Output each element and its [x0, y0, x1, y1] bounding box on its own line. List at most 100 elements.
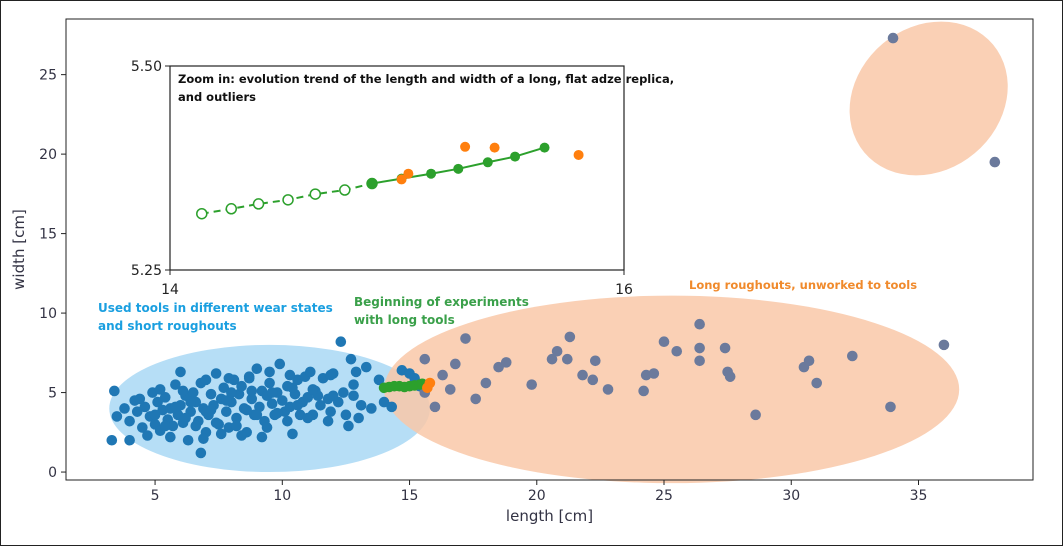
- data-point: [195, 447, 207, 459]
- data-point: [264, 377, 275, 389]
- data-point: [648, 368, 660, 379]
- inset-ticks: 14 16 5.25 5.50: [131, 59, 633, 298]
- data-point: [111, 411, 123, 422]
- data-point: [243, 371, 255, 382]
- data-point: [419, 353, 431, 365]
- data-point: [343, 420, 354, 432]
- data-point: [562, 353, 573, 365]
- data-point: [231, 412, 242, 424]
- data-point: [694, 355, 705, 367]
- data-point: [266, 398, 278, 409]
- data-point: [811, 377, 822, 389]
- data-point: [724, 371, 736, 382]
- data-point: [564, 331, 576, 343]
- inset-data-point: [225, 203, 238, 215]
- data-point: [182, 434, 194, 446]
- data-point: [142, 430, 153, 441]
- data-point: [360, 361, 372, 373]
- data-point: [266, 387, 278, 398]
- data-point: [106, 434, 118, 446]
- data-point: [165, 431, 176, 443]
- data-point: [200, 374, 212, 386]
- inset-data-point: [539, 142, 550, 153]
- data-point: [938, 339, 950, 351]
- data-point: [264, 366, 275, 378]
- data-point: [170, 379, 181, 390]
- data-point: [658, 336, 670, 348]
- data-point: [424, 377, 436, 389]
- annotation-used-tools-line-1: Used tools in different wear states: [98, 301, 333, 315]
- data-point: [159, 420, 171, 432]
- data-point: [355, 399, 367, 411]
- data-point: [223, 372, 235, 384]
- data-point: [231, 420, 242, 432]
- data-point: [638, 385, 649, 397]
- y-tick-label: 10: [39, 306, 57, 322]
- data-point: [256, 431, 268, 443]
- data-point: [170, 401, 181, 413]
- x-tick-label: 30: [782, 488, 800, 504]
- data-point: [302, 392, 314, 403]
- inset-title-line-1: Zoom in: evolution trend of the length a…: [178, 72, 674, 86]
- inset-title-line-2: and outliers: [178, 90, 256, 104]
- data-point: [152, 396, 163, 408]
- inset-data-point: [196, 207, 208, 220]
- data-point: [274, 358, 286, 370]
- data-point: [429, 401, 441, 413]
- data-point: [187, 387, 199, 398]
- data-point: [180, 412, 191, 424]
- data-point: [236, 380, 247, 392]
- data-point: [500, 357, 512, 368]
- main-plot-frame: [65, 18, 1034, 481]
- inset-data-point: [460, 141, 471, 152]
- data-point: [218, 382, 230, 394]
- data-point: [198, 433, 209, 444]
- data-point: [139, 401, 151, 413]
- data-point: [175, 366, 186, 378]
- data-point: [124, 434, 135, 446]
- main-x-ticks: 5 10 15 20 25 30 35: [151, 480, 928, 504]
- data-point: [131, 406, 143, 417]
- data-point: [803, 355, 815, 367]
- annotation-beginning-experiments: Beginning of experiments with long tools: [354, 295, 533, 327]
- data-point: [287, 428, 298, 440]
- data-point: [373, 374, 385, 386]
- data-point: [261, 422, 273, 433]
- data-point: [345, 353, 357, 365]
- inset-data-point: [309, 188, 322, 200]
- inset-data-point: [510, 151, 521, 162]
- data-point: [221, 406, 232, 417]
- data-point: [302, 412, 314, 424]
- data-point: [190, 420, 202, 432]
- data-point: [493, 361, 504, 373]
- data-point: [282, 415, 293, 427]
- data-point: [241, 404, 252, 416]
- outliers-region: [849, 21, 1008, 176]
- data-point: [366, 403, 377, 414]
- data-point: [671, 345, 683, 357]
- x-tick-label: 10: [273, 488, 291, 504]
- data-point: [444, 384, 456, 395]
- y-tick-label: 15: [39, 227, 57, 243]
- data-point: [251, 363, 263, 375]
- data-point: [325, 406, 336, 417]
- data-point: [167, 420, 179, 432]
- data-point: [119, 403, 130, 414]
- inset-data-point: [339, 184, 351, 196]
- main-chart: 5 10 15 20 25 30 35 0 5 10 15 20 25 length [cm] wid…: [10, 18, 1034, 525]
- data-point: [236, 430, 247, 441]
- inset-chart: Zoom in: evolution trend of the length a…: [131, 59, 674, 298]
- data-point: [386, 401, 398, 413]
- data-point: [338, 387, 349, 398]
- x-tick-label: 35: [910, 488, 928, 504]
- y-tick-label: 20: [39, 147, 57, 163]
- inset-x-tick-label: 16: [615, 282, 633, 298]
- data-point: [577, 369, 588, 381]
- data-point: [287, 382, 298, 394]
- data-point: [159, 392, 171, 403]
- data-point: [989, 156, 1001, 168]
- inset-y-tick-label: 5.25: [131, 263, 162, 279]
- data-point: [750, 409, 761, 421]
- data-point: [205, 388, 217, 400]
- data-point: [185, 396, 196, 408]
